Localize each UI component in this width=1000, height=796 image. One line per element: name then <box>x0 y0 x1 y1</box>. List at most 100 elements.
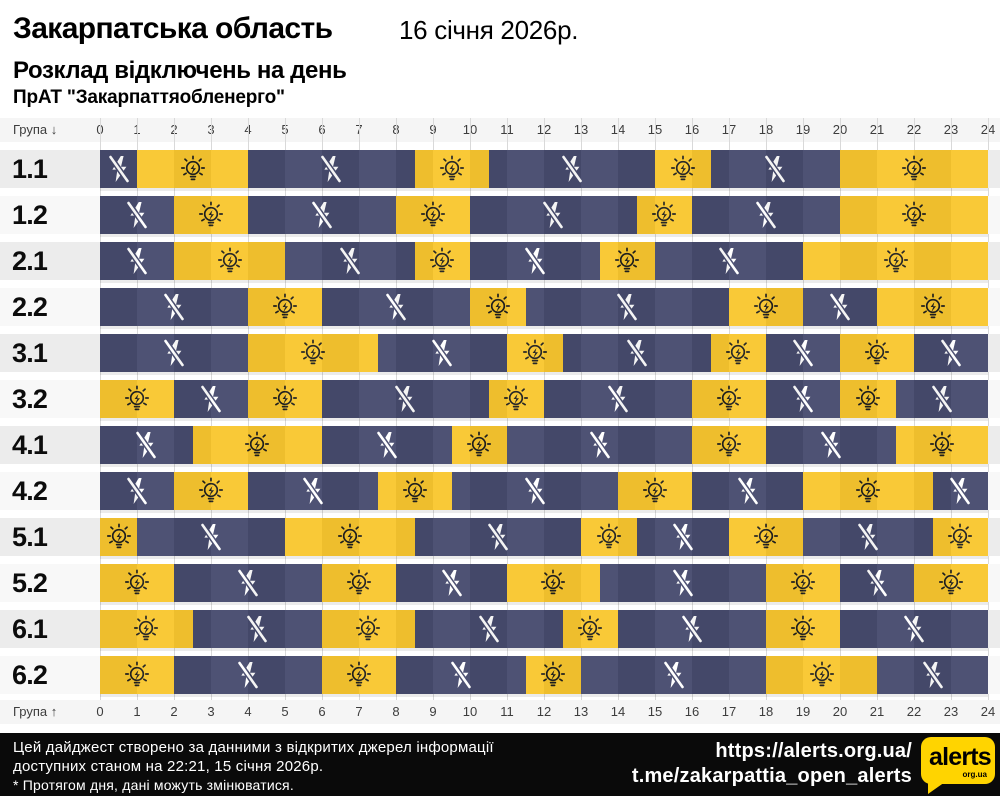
timeline-bar <box>100 426 988 464</box>
segment-power-on <box>729 288 803 326</box>
hour-tick-label: 17 <box>721 122 737 137</box>
crossed-bolt-icon <box>440 569 463 597</box>
schedule-row-6.1: 6.1 <box>0 610 1000 648</box>
segment-power-on <box>655 150 711 188</box>
segment-power-off <box>710 150 840 188</box>
hour-axis-bottom: Група ↑ 0 1 2 3 4 5 6 7 8 9 10 11 12 13 14 15 16 17 18 19 20… <box>0 700 1000 724</box>
hour-tick-label: 1 <box>133 704 141 719</box>
crossed-bolt-icon <box>394 385 417 413</box>
crossed-bolt-icon <box>930 385 953 413</box>
timeline-bar <box>100 334 988 372</box>
lightbulb-icon <box>272 293 298 319</box>
segment-power-on <box>766 610 840 648</box>
lightbulb-icon <box>948 523 973 549</box>
segment-power-off <box>507 426 692 464</box>
segment-power-on <box>636 196 692 234</box>
timeline-bar <box>100 610 988 648</box>
segment-power-off <box>322 426 452 464</box>
segment-power-on <box>507 564 600 602</box>
crossed-bolt-icon <box>486 523 509 551</box>
hour-tick-label: 22 <box>906 122 922 137</box>
segment-power-off <box>914 334 988 372</box>
crossed-bolt-icon <box>588 431 611 459</box>
lightbulb-icon <box>716 385 742 411</box>
hour-tick-label: 15 <box>647 704 663 719</box>
hour-tick-label: 21 <box>869 704 885 719</box>
crossed-bolt-icon <box>671 523 694 551</box>
segment-power-on <box>174 242 285 280</box>
crossed-bolt-icon <box>523 477 546 505</box>
segment-power-off <box>803 288 877 326</box>
segment-power-off <box>803 518 933 556</box>
segment-power-on <box>451 426 507 464</box>
segment-power-on <box>285 518 415 556</box>
crossed-bolt-icon <box>107 155 130 183</box>
segment-power-on <box>877 288 988 326</box>
lightbulb-icon <box>106 523 131 549</box>
segment-power-on <box>692 426 766 464</box>
lightbulb-icon <box>726 339 751 365</box>
segment-power-off <box>470 196 637 234</box>
segment-power-off <box>100 288 248 326</box>
segment-power-off <box>396 656 526 694</box>
crossed-bolt-icon <box>616 293 639 321</box>
segment-power-off <box>877 656 988 694</box>
timeline-bar <box>100 196 988 234</box>
crossed-bolt-icon <box>311 201 333 229</box>
lightbulb-icon <box>124 661 150 687</box>
schedule-row-5.1: 5.1 <box>0 518 1000 556</box>
segment-power-off <box>396 564 507 602</box>
telegram-link[interactable]: t.me/zakarpattia_open_alerts <box>631 765 912 787</box>
hour-tick-label: 0 <box>96 122 104 137</box>
segment-power-on <box>488 380 544 418</box>
segment-power-off <box>766 334 840 372</box>
segment-power-on <box>507 334 563 372</box>
segment-power-on <box>710 334 766 372</box>
crossed-bolt-icon <box>338 247 361 275</box>
hour-tick-label: 13 <box>573 704 589 719</box>
crossed-bolt-icon <box>607 385 629 413</box>
segment-power-off <box>100 242 174 280</box>
lightbulb-icon <box>790 569 816 595</box>
segment-power-off <box>174 564 322 602</box>
segment-power-on <box>100 518 137 556</box>
hour-tick-label: 19 <box>795 122 811 137</box>
lightbulb-icon <box>855 385 880 411</box>
segment-power-on <box>414 150 489 188</box>
segment-power-on <box>322 564 396 602</box>
segment-power-on <box>100 656 174 694</box>
schedule-date: 16 січня 2026р. <box>399 15 579 45</box>
schedule-row-2.2: 2.2 <box>0 288 1000 326</box>
crossed-bolt-icon <box>792 385 814 413</box>
hour-tick-label: 20 <box>832 704 848 719</box>
lightbulb-icon <box>356 615 381 641</box>
crossed-bolt-icon <box>542 201 565 229</box>
group-label: 3.1 <box>12 338 48 368</box>
lightbulb-icon <box>124 569 150 595</box>
crossed-bolt-icon <box>135 431 158 459</box>
lightbulb-icon <box>541 569 566 595</box>
crossed-bolt-icon <box>949 477 972 505</box>
crossed-bolt-icon <box>829 293 851 321</box>
segment-power-on <box>100 380 174 418</box>
segment-power-on <box>729 518 803 556</box>
segment-power-on <box>192 426 322 464</box>
alerts-logo: alerts org.ua <box>921 737 995 794</box>
hour-tick-label: 5 <box>281 704 289 719</box>
segment-power-on <box>840 196 988 234</box>
segment-power-off <box>766 426 896 464</box>
schedule-row-3.1: 3.1 <box>0 334 1000 372</box>
segment-power-off <box>525 288 729 326</box>
segment-power-on <box>692 380 766 418</box>
crossed-bolt-icon <box>126 247 148 275</box>
hour-tick-label: 16 <box>684 122 700 137</box>
lightbulb-icon <box>198 201 224 227</box>
lightbulb-icon <box>198 477 224 503</box>
hour-tick-label: 14 <box>610 704 626 719</box>
website-link[interactable]: https://alerts.org.ua/ <box>715 740 912 762</box>
crossed-bolt-icon <box>126 477 148 505</box>
hour-tick-label: 20 <box>832 122 848 137</box>
lightbulb-icon <box>402 477 427 503</box>
crossed-bolt-icon <box>681 615 703 643</box>
schedule-row-5.2: 5.2 <box>0 564 1000 602</box>
